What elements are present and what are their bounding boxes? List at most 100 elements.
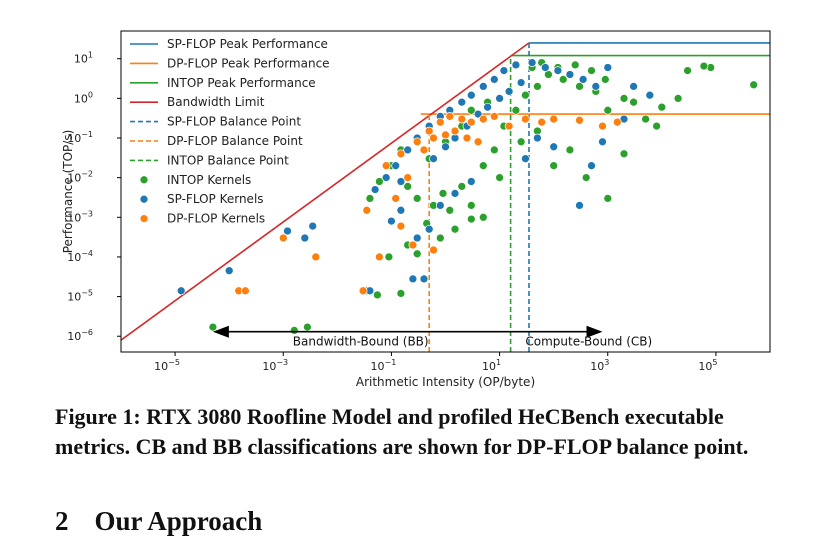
intop-kernels-point-62 <box>657 102 667 112</box>
dp-flop-kernels-point-20 <box>537 117 547 127</box>
sp-flop-kernels-point-14 <box>466 177 476 186</box>
dp-flop-kernels-point-8 <box>381 161 391 171</box>
sp-flop-kernels-point-36 <box>629 82 638 91</box>
intop-kernels-point-22 <box>558 75 568 84</box>
sp-flop-kernels-point-50 <box>483 102 492 112</box>
dp-flop-kernels-point-17 <box>489 112 499 121</box>
intop-kernels-point-38 <box>495 173 504 182</box>
sp-flop-kernels-point-53 <box>516 78 526 87</box>
sp-flop-kernels-point-8 <box>387 216 396 226</box>
intop-kernels-point-59 <box>600 75 610 84</box>
sp-flop-kernels-point-2 <box>283 226 292 236</box>
sp-flop-kernels-point-32 <box>565 70 575 79</box>
intop-kernels-point-31 <box>549 161 559 171</box>
section-title: Our Approach <box>94 506 263 536</box>
sp-flop-kernels-point-4 <box>308 221 318 231</box>
legend-label-intop-peak-performance: INTOP Peak Performance <box>167 76 316 90</box>
y-tick-label-0: 10−6 <box>67 328 93 343</box>
intop-kernels-point-30 <box>749 80 759 90</box>
sp-flop-kernels-point-29 <box>527 58 537 67</box>
x-tick-label-4: 103 <box>590 358 609 373</box>
intop-kernels-point-57 <box>570 60 580 70</box>
sp-flop-kernels-point-15 <box>370 185 380 194</box>
sp-flop-kernels-point-42 <box>587 161 596 171</box>
dp-flop-kernels-point-15 <box>466 117 476 127</box>
dp-flop-kernels-point-31 <box>403 173 413 182</box>
sp-flop-kernels-point-40 <box>533 133 542 143</box>
x-tick-label-3: 101 <box>482 358 501 373</box>
intop-kernels-point-60 <box>619 94 629 103</box>
y-tick-label-1: 10−5 <box>67 289 93 304</box>
sp-flop-kernels-point-23 <box>457 97 467 107</box>
legend-label-dp-flop-balance-point: DP-FLOP Balance Point <box>167 134 303 148</box>
dp-flop-kernels-point-6 <box>375 252 384 262</box>
sp-flop-kernels-point-25 <box>478 82 488 91</box>
dp-flop-kernels-point-21 <box>549 114 559 124</box>
intop-kernels-point-43 <box>466 214 476 224</box>
dp-flop-kernels-point-34 <box>429 245 438 255</box>
intop-kernels-point-14 <box>466 201 476 210</box>
legend-label-sp-flop-kernels: SP-FLOP Kernels <box>167 192 264 206</box>
sp-flop-kernels-point-6 <box>408 274 418 284</box>
sp-flop-kernels-point-54 <box>396 177 406 186</box>
cb-arrow-head <box>586 325 603 338</box>
y-tick-label-5: 10−1 <box>67 130 93 145</box>
x-tick-label-5: 105 <box>698 358 717 373</box>
dp-flop-kernels-point-1 <box>241 286 250 296</box>
sp-flop-kernels-point-33 <box>578 75 588 84</box>
sp-flop-kernels-point-52 <box>504 87 514 96</box>
dp-flop-kernels-point-25 <box>419 145 429 155</box>
y-axis-label: Performance (TOP/s) <box>61 130 75 254</box>
legend-label-dp-flop-peak-performance: DP-FLOP Peak Performance <box>167 56 330 70</box>
sp-flop-kernels-point-18 <box>403 145 413 155</box>
x-tick-label-1: 10−3 <box>262 358 288 373</box>
intop-kernels-point-40 <box>412 194 422 203</box>
sp-flop-kernels-point-30 <box>540 63 550 72</box>
y-tick-label-7: 101 <box>74 51 93 66</box>
sp-flop-kernels-point-12 <box>435 201 445 210</box>
y-tick-label-6: 100 <box>74 90 93 105</box>
dp-flop-kernels-point-14 <box>457 114 467 124</box>
sp-flop-kernels-point-27 <box>499 66 509 75</box>
annotation-0: Bandwidth-Bound (BB) <box>293 335 429 349</box>
sp-flop-kernels-point-38 <box>575 201 584 210</box>
intop-kernels-point-41 <box>435 233 445 243</box>
x-tick-label-0: 10−5 <box>154 358 180 373</box>
intop-kernels-point-39 <box>478 212 488 222</box>
sp-flop-kernels-point-28 <box>511 60 521 70</box>
legend-swatch-dp-flop-kernels <box>139 214 149 223</box>
intop-kernels-point-64 <box>699 61 709 71</box>
legend-label-sp-flop-balance-point: SP-FLOP Balance Point <box>167 115 301 129</box>
sp-flop-kernels-point-35 <box>603 63 613 72</box>
intop-kernels-point-19 <box>521 90 530 100</box>
intop-kernels-point-42 <box>450 224 460 234</box>
sp-flop-kernels-point-46 <box>441 142 450 152</box>
intop-kernels-point-6 <box>396 289 406 298</box>
sp-flop-kernels-point-45 <box>429 154 438 164</box>
y-tick-label-4: 10−2 <box>67 170 93 185</box>
dp-flop-kernels-point-18 <box>504 121 514 131</box>
intop-kernels-point-44 <box>365 194 375 203</box>
y-tick-label-2: 10−4 <box>67 249 93 264</box>
intop-kernels-point-52 <box>466 105 476 115</box>
intop-kernels-point-16 <box>489 145 499 155</box>
intop-kernels-point-33 <box>581 173 591 182</box>
sp-flop-kernels-point-10 <box>412 233 422 243</box>
dp-flop-kernels-point-29 <box>462 133 472 143</box>
sp-flop-kernels-point-13 <box>450 189 460 198</box>
intop-kernels-point-48 <box>403 182 413 191</box>
intop-kernels-point-37 <box>516 137 526 147</box>
plot-content <box>121 42 770 352</box>
dp-flop-kernels-point-2 <box>278 233 288 243</box>
intop-kernels-point-20 <box>533 82 542 91</box>
intop-kernels-point-25 <box>603 105 613 115</box>
intop-kernels-point-12 <box>445 205 455 215</box>
sp-flop-kernels-point-0 <box>176 286 186 296</box>
sp-flop-kernels-point-24 <box>466 90 476 100</box>
sp-flop-kernels-point-1 <box>224 266 234 276</box>
sp-flop-kernels-point-34 <box>591 82 601 91</box>
sp-flop-kernels-point-31 <box>553 66 563 75</box>
dp-flop-kernels-point-13 <box>445 112 455 121</box>
legend-swatch-intop-kernels <box>139 175 149 185</box>
sp-flop-kernels-point-49 <box>473 109 483 119</box>
